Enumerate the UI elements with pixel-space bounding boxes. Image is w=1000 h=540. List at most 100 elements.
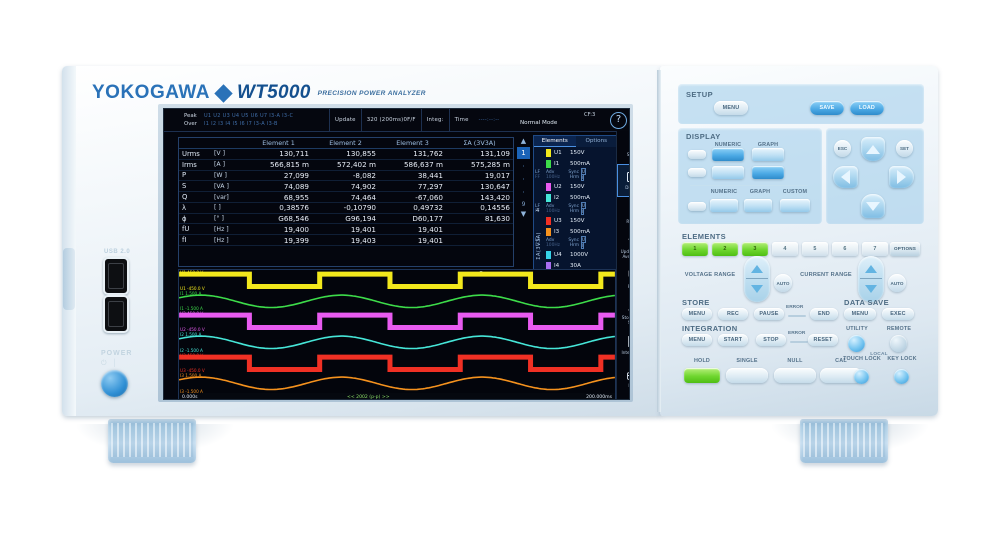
display-row1-dash-icon[interactable] xyxy=(688,150,706,159)
element-row[interactable]: U3 150V xyxy=(534,215,617,226)
touch-lock-button[interactable] xyxy=(854,369,869,384)
sync-u-box[interactable]: U xyxy=(581,168,586,175)
element-button-7[interactable]: 7 xyxy=(862,242,888,256)
element-button-3[interactable]: 3 xyxy=(742,242,768,256)
element-row[interactable]: I4 30A xyxy=(534,260,617,271)
page-scroll-column[interactable]: ▲ 1 · · · 9 ▼ xyxy=(516,137,531,265)
table-row[interactable]: λ[ ] 0,38576 -0,10790 0,49732 0,14556 xyxy=(179,202,513,214)
store-rec-button[interactable]: REC xyxy=(718,308,748,320)
display-row3-dash-icon[interactable] xyxy=(688,202,706,211)
element-button-2[interactable]: 2 xyxy=(712,242,738,256)
store-pause-button[interactable]: PAUSE xyxy=(754,308,784,320)
page-dot[interactable]: · xyxy=(522,188,525,197)
filter-menu-item[interactable]: Filter xyxy=(617,263,629,296)
single-button[interactable] xyxy=(726,368,768,383)
sync-i-box[interactable]: I xyxy=(581,208,585,215)
page-dot[interactable]: · xyxy=(522,175,525,184)
nav-left-button[interactable] xyxy=(833,166,858,188)
data-save-menu-button[interactable]: MENU xyxy=(844,308,876,320)
usb-port-2[interactable] xyxy=(103,295,129,333)
sync-i-box[interactable]: I xyxy=(581,174,585,181)
display-row2-graph-button[interactable] xyxy=(752,166,784,179)
set-button[interactable]: SET xyxy=(896,140,913,157)
element-button-4[interactable]: 4 xyxy=(772,242,798,256)
table-row[interactable]: Q [var] 68,955 74,464 -67,060 143,420 xyxy=(179,191,513,203)
table-row[interactable]: S [VA ] 74,089 74,902 77,297 130,647 xyxy=(179,180,513,193)
sync-u-box[interactable]: U xyxy=(581,202,586,209)
store-end-button[interactable]: END xyxy=(810,308,838,320)
setup-load-button[interactable]: LOAD xyxy=(850,101,884,115)
nav-right-button[interactable] xyxy=(889,166,914,188)
nav-down-button[interactable] xyxy=(861,194,885,218)
sync-u-box[interactable]: U xyxy=(581,236,586,243)
setup-menu-button[interactable]: MENU xyxy=(714,101,748,115)
store-menu-item[interactable]: Store Data Save xyxy=(617,296,629,329)
utility-button[interactable] xyxy=(848,335,865,352)
range-menu-item[interactable]: Range xyxy=(617,197,629,230)
element-button-6[interactable]: 6 xyxy=(832,242,858,256)
update-rate-menu-item[interactable]: UpdateRate Averaging xyxy=(617,230,629,263)
element-panel-tabs: Elements Options xyxy=(534,136,617,147)
integration-menu-item[interactable]: Integration xyxy=(617,329,629,362)
scroll-down-icon[interactable]: ▼ xyxy=(520,210,527,218)
remote-button[interactable] xyxy=(890,335,907,352)
element-row[interactable]: I3 500mA xyxy=(534,226,617,237)
display-row2-dash-icon[interactable] xyxy=(688,168,706,177)
cal-button[interactable] xyxy=(820,368,862,383)
element-button-5[interactable]: 5 xyxy=(802,242,828,256)
element-button-1[interactable]: 1 xyxy=(682,242,708,256)
sync-i-box[interactable]: I xyxy=(581,242,585,249)
display-row2-numeric-button[interactable] xyxy=(712,166,744,179)
usb-label: USB 2.0 xyxy=(104,249,131,255)
display-menu-item[interactable]: Display xyxy=(617,164,629,197)
element-row[interactable]: I1 500mA xyxy=(534,158,617,169)
display-row1-graph-button[interactable] xyxy=(752,148,784,161)
page-dot[interactable]: · xyxy=(522,162,525,171)
integration-reset-button[interactable]: RESET xyxy=(808,334,838,346)
key-lock-button[interactable] xyxy=(894,369,909,384)
table-row[interactable]: fU [Hz ] 19,400 19,401 19,401 xyxy=(179,223,513,236)
scroll-up-icon[interactable]: ▲ xyxy=(520,137,527,145)
display-row3-graph-button[interactable] xyxy=(744,199,772,212)
null-button[interactable] xyxy=(774,368,816,383)
tab-elements[interactable]: Elements xyxy=(534,136,576,147)
tab-options[interactable]: Options xyxy=(575,136,617,147)
menu-icon-rail[interactable]: Setup Display Range UpdateRate Averaging Fil… xyxy=(616,131,629,399)
esc-button[interactable]: ESC xyxy=(834,140,851,157)
waveform-area[interactable]: Group U1 450.0 V U1 -450.0 V I1 1.500 A I1 … xyxy=(178,269,616,395)
voltage-range-rocker[interactable] xyxy=(744,256,770,302)
page-last[interactable]: 9 xyxy=(521,201,526,208)
lcd-screen[interactable]: Peak Over U1 U2 U3 U4 U5 U6 U7 I3-A I3-C… xyxy=(163,108,630,400)
current-auto-button[interactable]: AUTO xyxy=(888,274,906,292)
hold-button[interactable] xyxy=(684,368,720,383)
misc-menu-item[interactable]: Misc xyxy=(617,362,629,395)
display-row3-numeric-button[interactable] xyxy=(710,199,738,212)
table-row[interactable]: P [W ] 27,099 -8,082 38,441 19,017 xyxy=(179,170,513,182)
element-row[interactable]: U4 1000V xyxy=(534,249,617,260)
integration-stop-button[interactable]: STOP xyxy=(756,334,786,346)
nav-up-button[interactable] xyxy=(861,137,885,161)
element-row[interactable]: U2 150V xyxy=(534,181,617,192)
element-row[interactable]: I2 500mA xyxy=(534,192,617,203)
integration-start-button[interactable]: START xyxy=(718,334,748,346)
data-save-exec-button[interactable]: EXEC xyxy=(882,308,914,320)
display-row1-numeric-button[interactable] xyxy=(712,148,744,161)
table-row[interactable]: ϕ [° ] G68,546 G96,194 D60,177 81,630 xyxy=(179,213,513,225)
usb-port-1[interactable] xyxy=(103,257,129,295)
numeric-table[interactable]: Element 1 Element 2 Element 3 ΣA (3V3A) Urm… xyxy=(178,137,514,267)
help-icon[interactable]: ? xyxy=(610,112,627,129)
elements-options-button[interactable]: OPTIONS xyxy=(890,242,920,256)
power-button[interactable] xyxy=(101,370,128,397)
voltage-auto-button[interactable]: AUTO xyxy=(774,274,792,292)
current-range-rocker[interactable] xyxy=(858,256,884,302)
integration-menu-button[interactable]: MENU xyxy=(682,334,712,346)
page-indicator[interactable]: 1 xyxy=(517,147,530,159)
setup-menu-item[interactable]: Setup xyxy=(617,131,629,164)
element-row[interactable]: U1 150V xyxy=(534,147,617,158)
store-menu-button[interactable]: MENU xyxy=(682,308,712,320)
table-row[interactable]: Irms [A ] 566,815 m 572,402 m 586,637 m 575,2… xyxy=(179,159,513,171)
table-row[interactable]: Urms [V ] 130,711 130,855 131,762 131,109 xyxy=(179,148,513,160)
setup-save-button[interactable]: SAVE xyxy=(810,101,844,115)
display-row3-custom-button[interactable] xyxy=(780,199,810,212)
table-row[interactable]: fI [Hz ] 19,399 19,403 19,401 xyxy=(179,234,513,247)
